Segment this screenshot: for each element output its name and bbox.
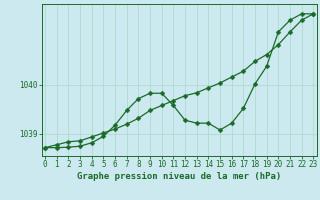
X-axis label: Graphe pression niveau de la mer (hPa): Graphe pression niveau de la mer (hPa) xyxy=(77,172,281,181)
